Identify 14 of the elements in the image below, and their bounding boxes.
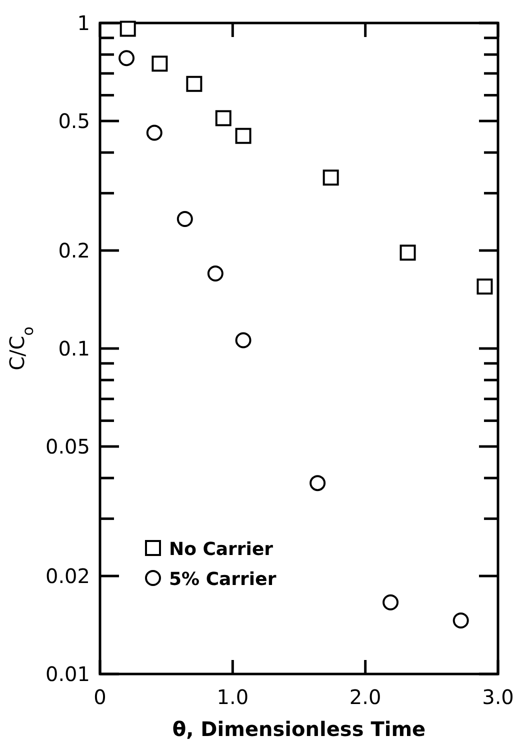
x-tick-label: 0 xyxy=(94,685,106,709)
x-tick-label: 2.0 xyxy=(349,685,382,709)
x-tick-label: 1.0 xyxy=(216,685,249,709)
y-tick-label: 0.2 xyxy=(58,238,90,263)
y-tick-label: 0.05 xyxy=(45,434,90,458)
legend-label: 5% Carrier xyxy=(169,569,276,590)
y-tick-label: 0.01 xyxy=(45,662,90,686)
x-tick-label: 3.0 xyxy=(482,685,514,709)
legend-label: No Carrier xyxy=(169,539,274,560)
x-axis-title: θ, Dimensionless Time xyxy=(172,717,426,741)
y-tick-label: 0.1 xyxy=(58,336,90,360)
y-tick-label: 0.02 xyxy=(45,564,90,588)
y-tick-label: 0.5 xyxy=(58,108,90,133)
y-tick-label: 1 xyxy=(77,11,90,35)
